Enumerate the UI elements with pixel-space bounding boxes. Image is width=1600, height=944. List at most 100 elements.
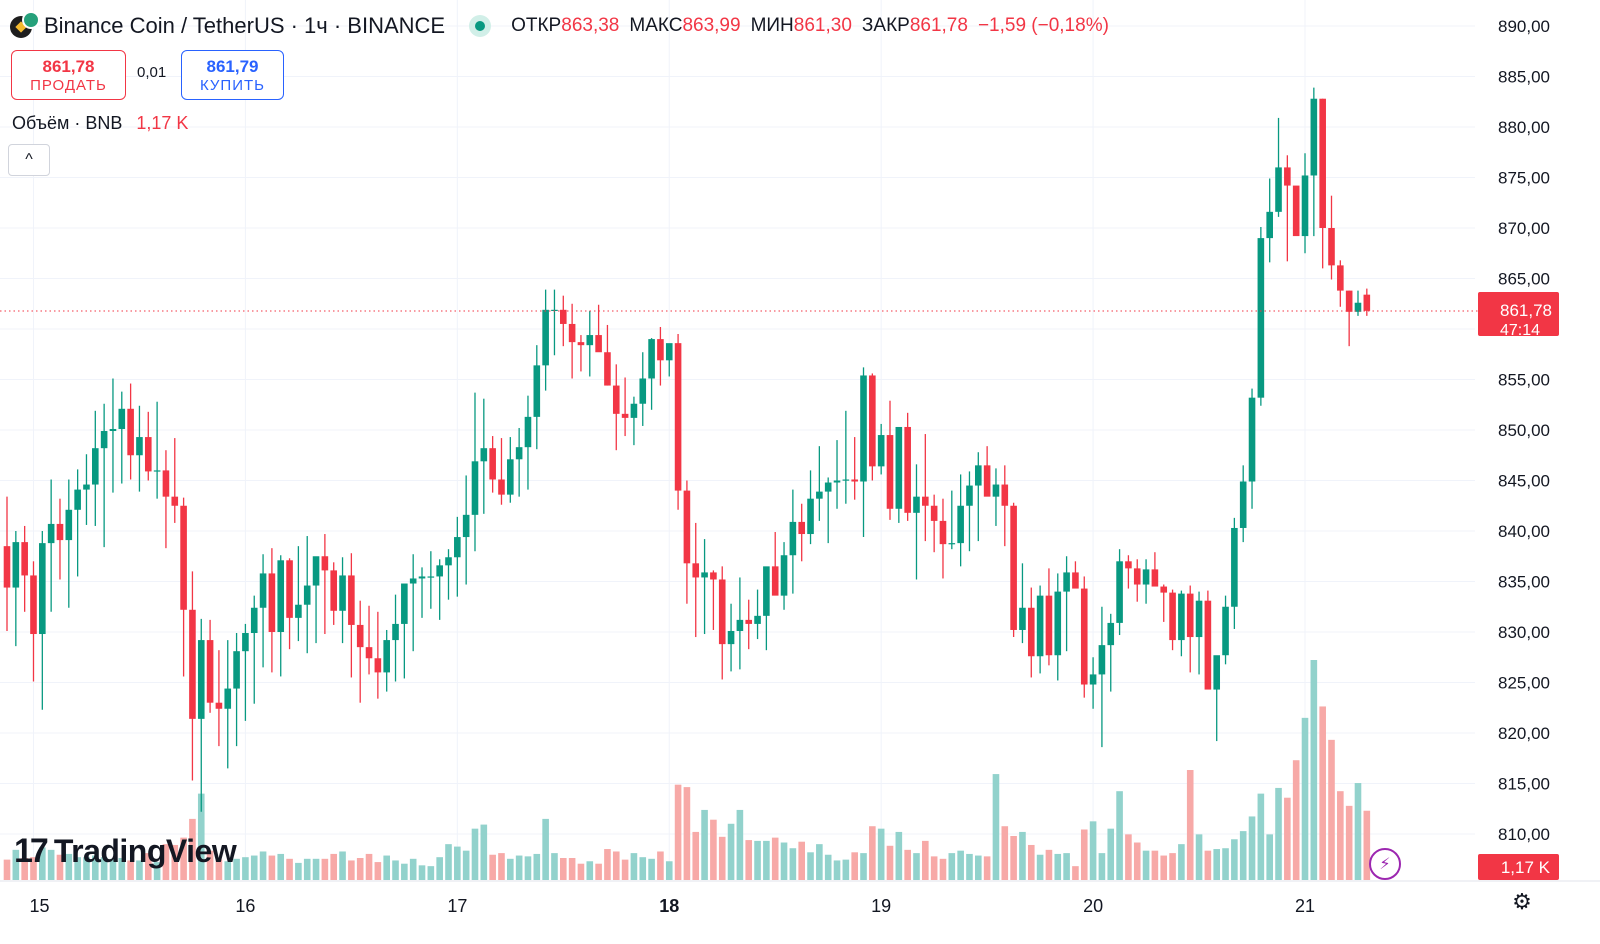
volume-bar	[189, 818, 196, 880]
candle	[401, 583, 408, 679]
volume-bar	[109, 858, 117, 880]
y-tick-label: 845,00	[1498, 472, 1550, 491]
y-tick-label: 810,00	[1498, 825, 1550, 844]
volume-bar	[1345, 805, 1353, 880]
volume-bar	[392, 860, 399, 880]
candle	[321, 534, 329, 635]
volume-bar	[118, 858, 126, 880]
candle	[383, 629, 390, 692]
candle	[286, 558, 293, 650]
candle	[1354, 290, 1362, 316]
candle	[1027, 587, 1035, 678]
volume-bar	[224, 861, 232, 880]
candle-body	[12, 542, 20, 588]
candle	[692, 522, 700, 638]
volume-bar	[595, 863, 602, 880]
volume-bar	[498, 853, 505, 880]
volume-bar	[1001, 826, 1009, 880]
x-tick-label: 16	[235, 896, 255, 916]
volume-bar	[621, 859, 629, 880]
candle-body	[250, 607, 258, 634]
volume-bar	[3, 859, 11, 880]
volume-bar	[56, 854, 64, 880]
candle	[3, 496, 11, 631]
volume-bar	[604, 849, 611, 880]
volume-legend[interactable]: Объём · BNB 1,17 K	[12, 113, 188, 134]
candle	[604, 324, 611, 386]
volume-bar	[1257, 793, 1265, 880]
candle-body	[763, 566, 770, 616]
candle	[454, 516, 461, 597]
candle	[957, 474, 964, 567]
candle-body	[877, 435, 885, 467]
settings-gear-icon[interactable]: ⚙	[1508, 888, 1536, 916]
candle	[816, 446, 823, 521]
volume-bar	[886, 845, 894, 880]
countdown-timer: 47:14	[1500, 322, 1540, 339]
volume-bar	[524, 856, 532, 880]
candle	[1257, 226, 1265, 406]
candle-body	[383, 640, 390, 673]
volume-bar	[824, 854, 832, 880]
candle	[674, 334, 682, 510]
candle-body	[1080, 588, 1088, 685]
volume-bar	[286, 858, 293, 880]
candle	[1072, 561, 1079, 589]
candle-body	[92, 448, 99, 485]
candle-body	[586, 335, 594, 346]
candle-body	[56, 523, 64, 541]
candle	[1080, 576, 1088, 698]
candle-body	[604, 352, 611, 386]
buy-button[interactable]: 861,79 КУПИТЬ	[181, 50, 284, 100]
candle-body	[1107, 622, 1115, 646]
volume-bar	[745, 840, 753, 880]
candle	[1010, 502, 1017, 638]
y-tick-label: 880,00	[1498, 118, 1550, 137]
tradingview-wordmark: TradingView	[53, 833, 237, 869]
volume-bar	[683, 787, 691, 880]
volume-bar	[922, 840, 929, 880]
x-tick-label: 20	[1083, 896, 1103, 916]
candle	[1292, 185, 1300, 237]
candle	[992, 468, 1000, 526]
candle	[303, 536, 311, 654]
candle	[966, 471, 973, 552]
volume-bar	[692, 831, 700, 880]
candle	[895, 426, 903, 523]
candle-body	[798, 521, 805, 535]
candle-body	[259, 573, 267, 608]
candle	[312, 556, 320, 644]
volume-bar	[21, 858, 28, 880]
candle	[1063, 556, 1070, 652]
candle-body	[657, 339, 664, 361]
symbol-title[interactable]: Binance Coin / TetherUS · 1ч · BINANCE	[44, 13, 446, 38]
candle	[365, 605, 373, 675]
candle	[136, 405, 143, 492]
candle-body	[1169, 592, 1176, 641]
candle	[1213, 655, 1221, 742]
sell-button[interactable]: 861,78 ПРОДАТЬ	[11, 50, 126, 100]
candle	[1133, 559, 1141, 602]
candle	[745, 599, 753, 650]
candle	[233, 633, 240, 747]
volume-bar	[1045, 849, 1053, 880]
candle-body	[268, 573, 276, 632]
candle-body	[745, 619, 753, 624]
collapse-legend-button[interactable]: ^	[8, 144, 50, 176]
candle	[736, 577, 744, 670]
volume-bar	[401, 863, 408, 880]
volume-axis-label: 1,17 K	[1478, 854, 1559, 880]
tradingview-logo[interactable]: 17 TradingView	[14, 832, 237, 871]
volume-bar	[1213, 849, 1221, 880]
volume-bar	[47, 849, 55, 880]
volume-bar	[657, 851, 664, 880]
sell-label: ПРОДАТЬ	[30, 76, 107, 94]
candle-body	[224, 688, 232, 709]
lightning-icon[interactable]: ⚡	[1369, 848, 1401, 880]
volume-bar	[480, 824, 488, 880]
volume-bar	[904, 849, 911, 880]
volume-bar	[1107, 828, 1115, 880]
candle	[630, 396, 638, 446]
market-open-status-icon[interactable]	[469, 15, 492, 37]
